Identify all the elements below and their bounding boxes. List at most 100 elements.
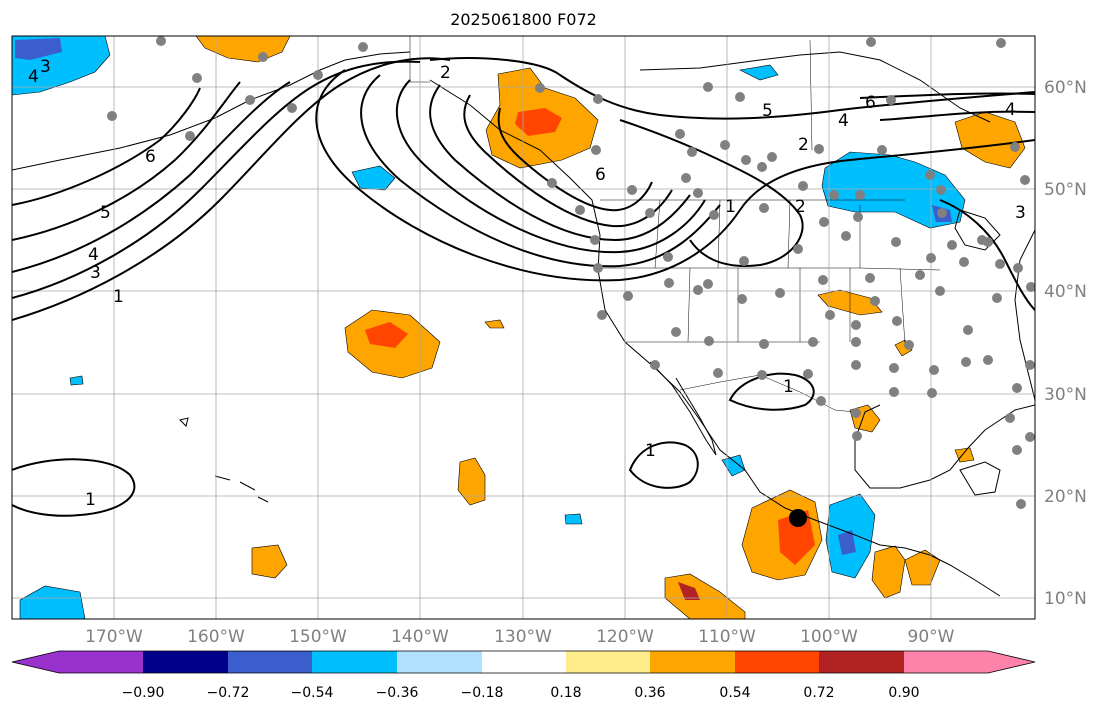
longitude-label: 120°W [596, 627, 654, 647]
colorbar-segment [819, 651, 904, 673]
contour-label: 6 [145, 147, 156, 167]
longitude-label: 150°W [289, 627, 347, 647]
contour-6-north [12, 87, 201, 206]
colorbar-tick-label: 0.54 [719, 685, 750, 701]
contour-ridge-3 [396, 79, 706, 254]
contour-label: 3 [40, 57, 51, 77]
contour-label: 2 [798, 135, 809, 155]
colorbar-segment [228, 651, 312, 673]
contour-label: 1 [645, 441, 656, 461]
negative-anomaly-small-hawaii [564, 513, 583, 525]
colorbar-segment [735, 651, 819, 673]
positive-anomaly-bc-core [515, 108, 562, 136]
latitude-label: 10°N [1044, 589, 1087, 609]
colorbar-tick-label: 0.36 [634, 685, 665, 701]
positive-anomaly-central-pacific-core [365, 322, 408, 348]
contour-label: 5 [762, 101, 773, 121]
contour-3-north [12, 60, 421, 299]
longitude-label: 170°W [85, 627, 143, 647]
colorbar [11, 650, 1036, 674]
contour-5-north [12, 81, 241, 241]
colorbar-segment [482, 651, 566, 673]
positive-anomaly-tiny-pacific [484, 319, 505, 329]
contour-4-north [12, 81, 291, 273]
contour-north-1 [619, 119, 804, 267]
negative-anomaly-mexico-coast-core [838, 530, 856, 555]
colorbar-segment [904, 651, 988, 673]
contour-label: 5 [100, 203, 111, 223]
longitude-label: 100°W [800, 627, 858, 647]
colorbar-tick-label: −0.72 [207, 685, 250, 701]
station-markers [107, 36, 1035, 509]
contour-label: 3 [1015, 203, 1026, 223]
hawaii-islands [214, 475, 269, 503]
storm-center-marker [789, 509, 807, 527]
pacific-island [179, 417, 189, 427]
colorbar-segment [566, 651, 650, 673]
negative-anomaly-sw-corner [19, 585, 86, 619]
contour-mexico-1 [628, 441, 699, 489]
positive-anomaly-hudson [954, 111, 1026, 169]
positive-anomaly-hawaii-ne [457, 457, 486, 506]
contour-label: 4 [838, 111, 849, 131]
contour-ridge-4 [429, 84, 691, 242]
positive-anomaly-central-america [871, 545, 906, 599]
contour-label: 4 [88, 245, 99, 265]
contour-label: 6 [865, 93, 876, 113]
colorbar-tick-label: −0.54 [291, 685, 334, 701]
contour-lines [12, 57, 1035, 517]
longitude-label: 110°W [698, 627, 756, 647]
contour-label: 2 [440, 63, 451, 83]
contour-label: 3 [90, 263, 101, 283]
colorbar-segment [397, 651, 482, 673]
colorbar-extend-min [12, 651, 59, 673]
contour-label: 1 [85, 490, 96, 510]
latitude-label: 20°N [1044, 487, 1087, 507]
contour-hudson-6 [859, 92, 1035, 99]
latitude-label: 40°N [1044, 282, 1087, 302]
contour-texas-1 [728, 372, 815, 411]
latitude-label: 30°N [1044, 385, 1087, 405]
latitude-label: 60°N [1044, 78, 1087, 98]
contour-1-north [12, 57, 451, 321]
contour-label: 1 [725, 197, 736, 217]
great-lakes [954, 209, 1001, 251]
latitude-label: 50°N [1044, 180, 1087, 200]
contour-label: 4 [1005, 100, 1016, 120]
colorbar-tick-label: −0.18 [461, 685, 504, 701]
colorbar-segment [312, 651, 397, 673]
positive-anomaly-mexico-core [778, 510, 815, 565]
map-frame [11, 35, 1036, 620]
colorbar-tick-label: 0.90 [888, 685, 919, 701]
contour-hudson-4 [879, 110, 1035, 121]
negative-anomaly-hudson-top [739, 64, 779, 81]
contour-label: 4 [28, 67, 39, 87]
contour-label-group: 3 4 6 5 4 3 1 2 6 5 6 4 2 4 1 2 3 1 1 1 [28, 57, 1026, 510]
colorbar-segment [59, 651, 143, 673]
colorbar-tick-label: −0.90 [122, 685, 165, 701]
colorbar-extend-max [988, 651, 1035, 673]
positive-anomaly-southern-pacific-core [678, 582, 700, 600]
contour-label: 1 [783, 377, 794, 397]
negative-anomaly-pacific-small [351, 165, 396, 191]
political-borders [409, 36, 941, 413]
colorbar-tick-label: −0.36 [376, 685, 419, 701]
colorbar-ticks: −0.90 −0.72 −0.54 −0.36 −0.18 0.18 0.36 … [122, 685, 920, 701]
west-coast [429, 79, 1001, 597]
colorbar-segment [143, 651, 228, 673]
negative-anomaly-pacific-tiny [69, 375, 84, 386]
longitude-label: 90°W [908, 627, 955, 647]
colorbar-tick-label: 0.72 [803, 685, 834, 701]
map-title: 2025061800 F072 [450, 10, 597, 29]
contour-ridge-5 [463, 94, 673, 228]
contour-ridge-6 [497, 107, 653, 212]
colorbar-outline [11, 650, 1036, 674]
longitude-label: 140°W [391, 627, 449, 647]
contour-ridge-2 [360, 74, 721, 268]
contour-north-2 [429, 57, 1035, 120]
contour-label: 2 [795, 197, 806, 217]
negative-anomaly-alaska-west-core [15, 38, 62, 60]
colorbar-segment [650, 651, 735, 673]
contour-label: 1 [113, 287, 124, 307]
